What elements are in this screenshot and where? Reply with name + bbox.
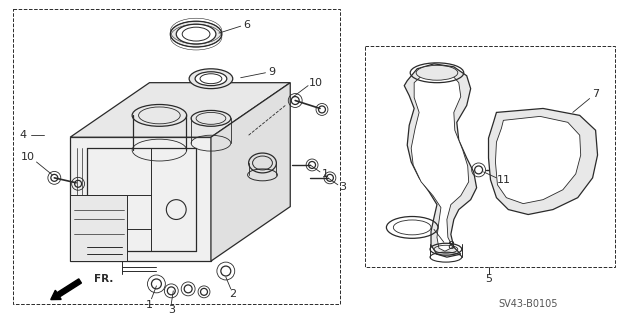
Polygon shape: [70, 195, 127, 261]
Text: 8: 8: [447, 241, 454, 251]
Text: 3: 3: [339, 182, 346, 192]
Polygon shape: [412, 71, 469, 251]
Polygon shape: [496, 116, 581, 204]
Text: 6: 6: [243, 20, 250, 30]
Polygon shape: [70, 137, 211, 261]
Ellipse shape: [170, 21, 222, 47]
Text: 10: 10: [309, 78, 323, 88]
Text: SV43-B0105: SV43-B0105: [498, 299, 558, 309]
Ellipse shape: [416, 65, 458, 80]
Polygon shape: [489, 108, 598, 214]
Text: 1: 1: [322, 169, 329, 179]
Text: 5: 5: [485, 274, 492, 284]
Text: 11: 11: [496, 175, 510, 185]
Ellipse shape: [195, 72, 226, 86]
Ellipse shape: [176, 24, 216, 44]
Ellipse shape: [249, 153, 276, 173]
Text: 4: 4: [19, 130, 26, 140]
Polygon shape: [211, 83, 290, 261]
Text: 9: 9: [268, 67, 275, 77]
Text: 10: 10: [20, 152, 34, 162]
Polygon shape: [404, 64, 477, 257]
Ellipse shape: [189, 69, 233, 89]
Text: 1: 1: [146, 300, 153, 310]
Text: FR.: FR.: [94, 274, 114, 284]
Polygon shape: [70, 83, 290, 137]
Text: 2: 2: [229, 289, 236, 299]
Text: 7: 7: [592, 89, 599, 99]
FancyArrow shape: [51, 279, 82, 300]
Text: 3: 3: [168, 305, 175, 315]
